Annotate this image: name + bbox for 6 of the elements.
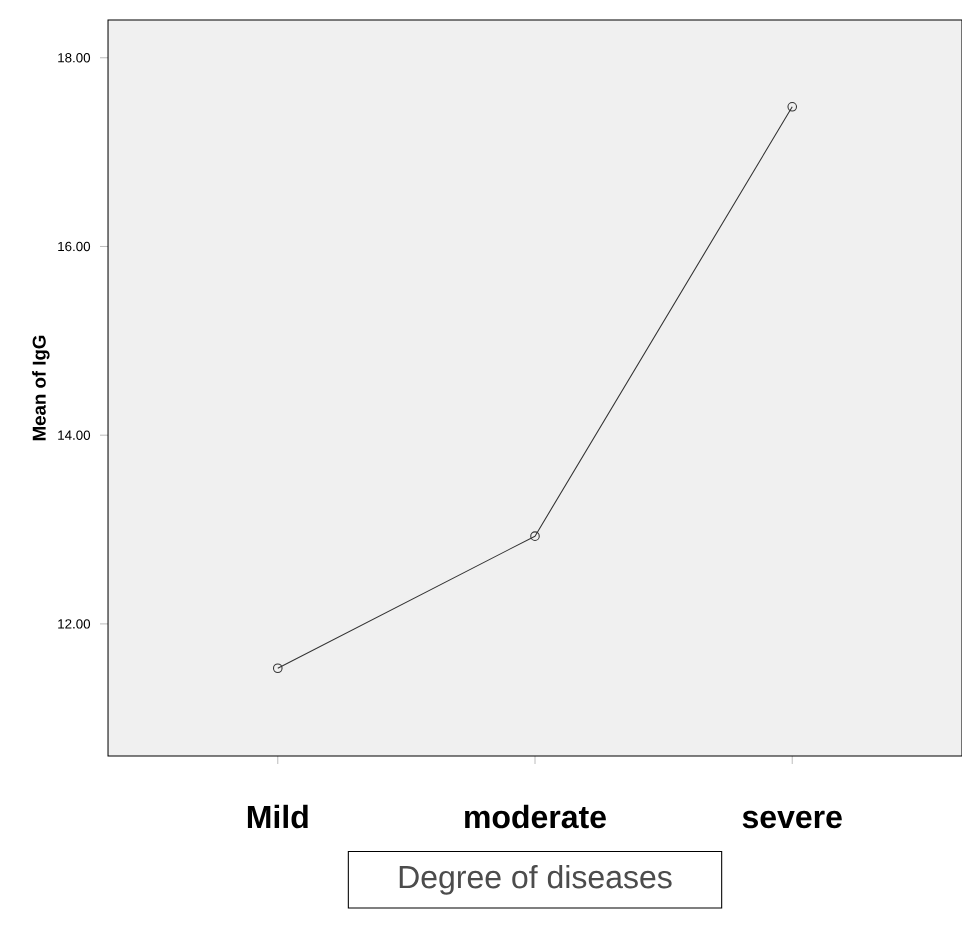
x-tick-label: moderate bbox=[465, 804, 606, 829]
point bbox=[530, 531, 540, 541]
y-axis-title: Mean of IgG bbox=[32, 335, 50, 441]
x-axis-title: Degree of diseases bbox=[399, 864, 672, 895]
x-tick-label: Mild bbox=[247, 804, 308, 829]
x-tick-label: severe bbox=[742, 810, 842, 829]
